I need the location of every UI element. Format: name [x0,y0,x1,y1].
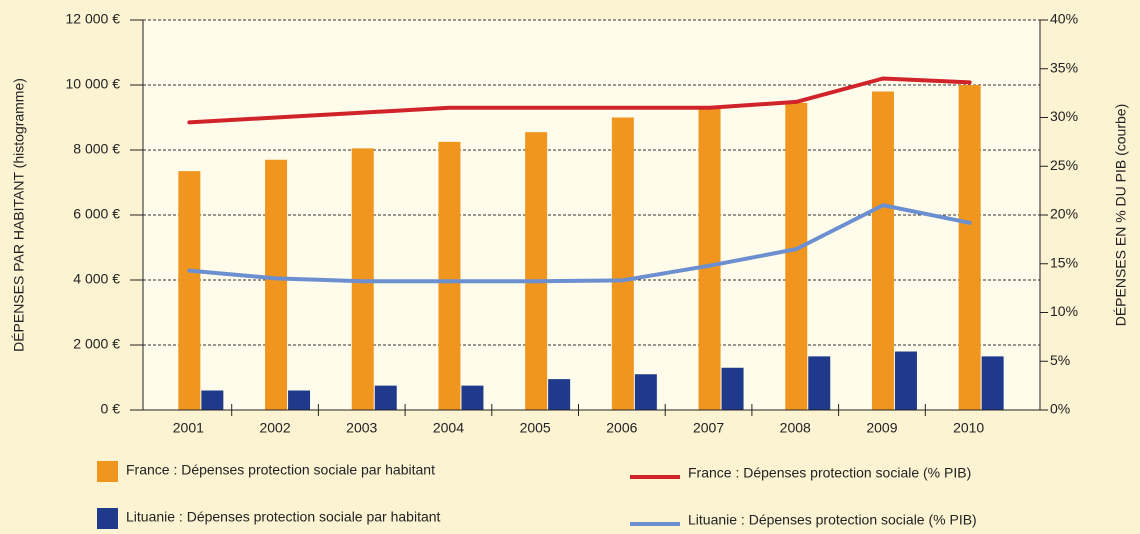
bar [808,356,831,410]
y-axis-title: DÉPENSES PAR HABITANT (histogramme) [11,78,27,352]
bar [894,351,917,410]
y-tick-label: 12 000 € [66,11,121,27]
bar [611,117,634,410]
bar [201,390,224,410]
legend-swatch [97,508,118,529]
bar [525,132,548,410]
legend-label: France : Dépenses protection sociale par… [126,462,435,478]
x-tick-label: 2008 [780,420,811,436]
bar [634,374,657,410]
y2-tick-label: 20% [1050,206,1078,222]
y-tick-label: 8 000 € [73,141,120,157]
legend-label: Lituanie : Dépenses protection sociale (… [688,512,977,528]
bar [288,390,311,410]
y2-tick-label: 0% [1050,401,1070,417]
x-tick-label: 2007 [693,420,724,436]
line [187,76,972,125]
y2-tick-label: 30% [1050,108,1078,124]
x-tick-label: 2004 [433,420,464,436]
bar [698,107,721,410]
y-tick-label: 0 € [101,401,121,417]
x-tick-label: 2009 [866,420,897,436]
x-tick-label: 2001 [173,420,204,436]
legend-label: France : Dépenses protection sociale (% … [688,465,971,481]
bar [548,379,571,410]
y2-tick-label: 5% [1050,352,1070,368]
y2-tick-label: 40% [1050,11,1078,27]
x-tick-label: 2002 [259,420,290,436]
y-tick-label: 6 000 € [73,206,120,222]
bar [958,85,981,410]
y2-tick-label: 25% [1050,157,1078,173]
bar [981,356,1004,410]
legend-swatch [97,461,118,482]
bar [461,385,484,410]
legend-label: Lituanie : Dépenses protection sociale p… [126,509,441,525]
x-tick-label: 2005 [520,420,551,436]
bar [265,159,288,410]
bar [374,385,397,410]
bar [721,367,744,410]
x-tick-label: 2010 [953,420,984,436]
x-tick-label: 2003 [346,420,377,436]
line [187,203,972,284]
y2-tick-label: 10% [1050,303,1078,319]
y-tick-label: 4 000 € [73,271,120,287]
bar [438,141,461,410]
y2-axis-title: DÉPENSES EN % DU PIB (courbe) [1113,104,1129,327]
bar [351,148,374,410]
y-tick-label: 2 000 € [73,336,120,352]
y-tick-label: 10 000 € [66,76,121,92]
bar [871,91,894,410]
y2-tick-label: 15% [1050,254,1078,270]
bar [178,171,201,410]
bar [785,102,808,410]
x-tick-label: 2006 [606,420,637,436]
y2-tick-label: 35% [1050,59,1078,75]
